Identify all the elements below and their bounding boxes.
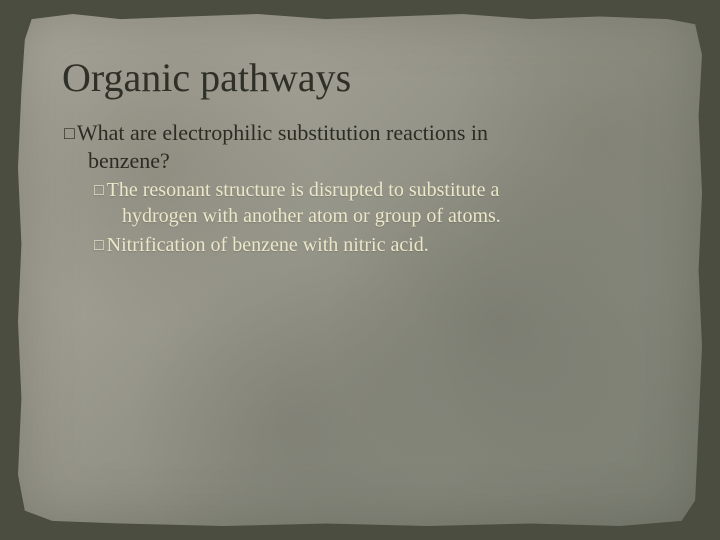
sub1-text-line2: hydrogen with another atom or group of a…: [122, 204, 658, 230]
square-bullet-icon: □: [64, 122, 75, 145]
bullet-level1: □What are electrophilic substitution rea…: [64, 119, 658, 174]
square-bullet-icon: □: [94, 236, 104, 256]
bullet-level2: □The resonant structure is disrupted to …: [94, 178, 658, 229]
slide-title: Organic pathways: [62, 54, 658, 101]
bullet-level2: □Nitrification of benzene with nitric ac…: [94, 233, 658, 259]
slide-paper: Organic pathways □What are electrophilic…: [18, 14, 702, 526]
bullet1-text-line2: benzene?: [88, 147, 658, 175]
sub1-text-line1: The resonant structure is disrupted to s…: [107, 179, 500, 201]
bullet1-text-line1: What are electrophilic substitution reac…: [77, 120, 488, 145]
sub2-text-line1: Nitrification of benzene with nitric aci…: [107, 234, 429, 256]
square-bullet-icon: □: [94, 181, 104, 201]
